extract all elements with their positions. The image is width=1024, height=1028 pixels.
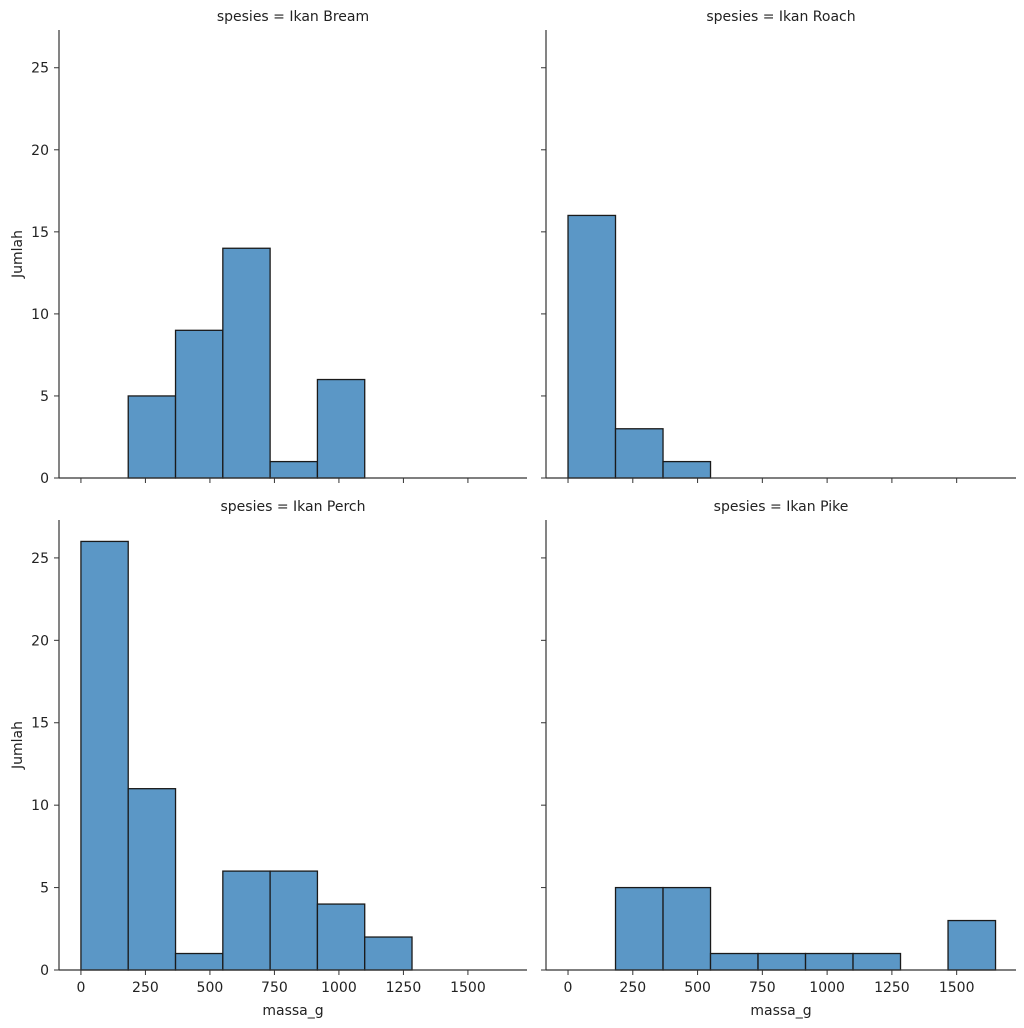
y-tick-label: 25 — [31, 61, 49, 77]
histogram-bar — [316, 378, 366, 479]
facet-panel: 0 250 500 750 1000 1250 1500 spesies = Ikan Pik… — [541, 499, 1016, 1019]
histogram-bar — [174, 952, 224, 971]
x-tick-label: 750 — [261, 980, 288, 996]
histogram-bar — [614, 886, 664, 971]
x-axis-label: massa_g — [750, 1003, 811, 1019]
x-tick-label: 500 — [197, 980, 224, 996]
histogram-bar — [316, 903, 366, 971]
y-tick-label: 15 — [31, 225, 49, 241]
histogram-bar — [757, 952, 807, 971]
histogram-bar — [222, 870, 271, 971]
y-axis-label: Jumlah — [10, 230, 26, 279]
y-tick-label: 0 — [40, 963, 49, 979]
x-tick-label: 1250 — [386, 980, 422, 996]
histogram-bar — [222, 247, 271, 479]
facet-panel: spesies = Ikan Roach — [541, 9, 1016, 483]
histogram-bar — [127, 395, 177, 479]
panel-title: spesies = Ikan Perch — [221, 499, 366, 515]
histogram-bar — [364, 936, 413, 971]
histogram-bar — [662, 460, 712, 479]
x-tick-label: 1000 — [321, 980, 357, 996]
histogram-bar — [709, 952, 759, 971]
x-tick-label: 0 — [76, 980, 85, 996]
x-tick-label: 1000 — [809, 980, 845, 996]
x-axis-label: massa_g — [262, 1003, 323, 1019]
panel-title: spesies = Ikan Pike — [714, 499, 849, 515]
histogram-bar — [80, 540, 129, 971]
facet-panel: 0 5 10 15 20 25 spesies = Ikan Bream Jumlah — [10, 9, 527, 487]
panel-title: spesies = Ikan Roach — [706, 9, 855, 25]
histogram-bar — [662, 886, 712, 971]
y-axis-label: Jumlah — [10, 721, 26, 770]
histogram-bar — [567, 214, 617, 479]
histogram-bar — [269, 870, 319, 971]
histogram-bar — [269, 460, 319, 479]
x-tick-label: 250 — [132, 980, 159, 996]
y-tick-label: 10 — [31, 798, 49, 814]
y-tick-label: 15 — [31, 716, 49, 732]
x-tick-label: 1500 — [450, 980, 486, 996]
y-tick-label: 20 — [31, 143, 49, 159]
x-tick-label: 0 — [564, 980, 573, 996]
y-tick-label: 25 — [31, 551, 49, 567]
histogram-bar — [852, 952, 902, 971]
y-tick-label: 5 — [40, 881, 49, 897]
x-tick-label: 750 — [749, 980, 776, 996]
histogram-bar — [614, 428, 664, 479]
y-tick-label: 5 — [40, 389, 49, 405]
x-tick-label: 1500 — [939, 980, 975, 996]
histogram-bar — [127, 788, 177, 971]
x-tick-label: 250 — [619, 980, 646, 996]
x-tick-label: 500 — [684, 980, 711, 996]
panel-title: spesies = Ikan Bream — [217, 9, 369, 25]
x-tick-label: 1250 — [874, 980, 910, 996]
y-tick-label: 20 — [31, 633, 49, 649]
histogram-bar — [947, 919, 997, 971]
histogram-bar — [804, 952, 854, 971]
y-tick-label: 10 — [31, 307, 49, 323]
y-tick-label: 0 — [40, 471, 49, 487]
histogram-bar — [174, 329, 224, 479]
